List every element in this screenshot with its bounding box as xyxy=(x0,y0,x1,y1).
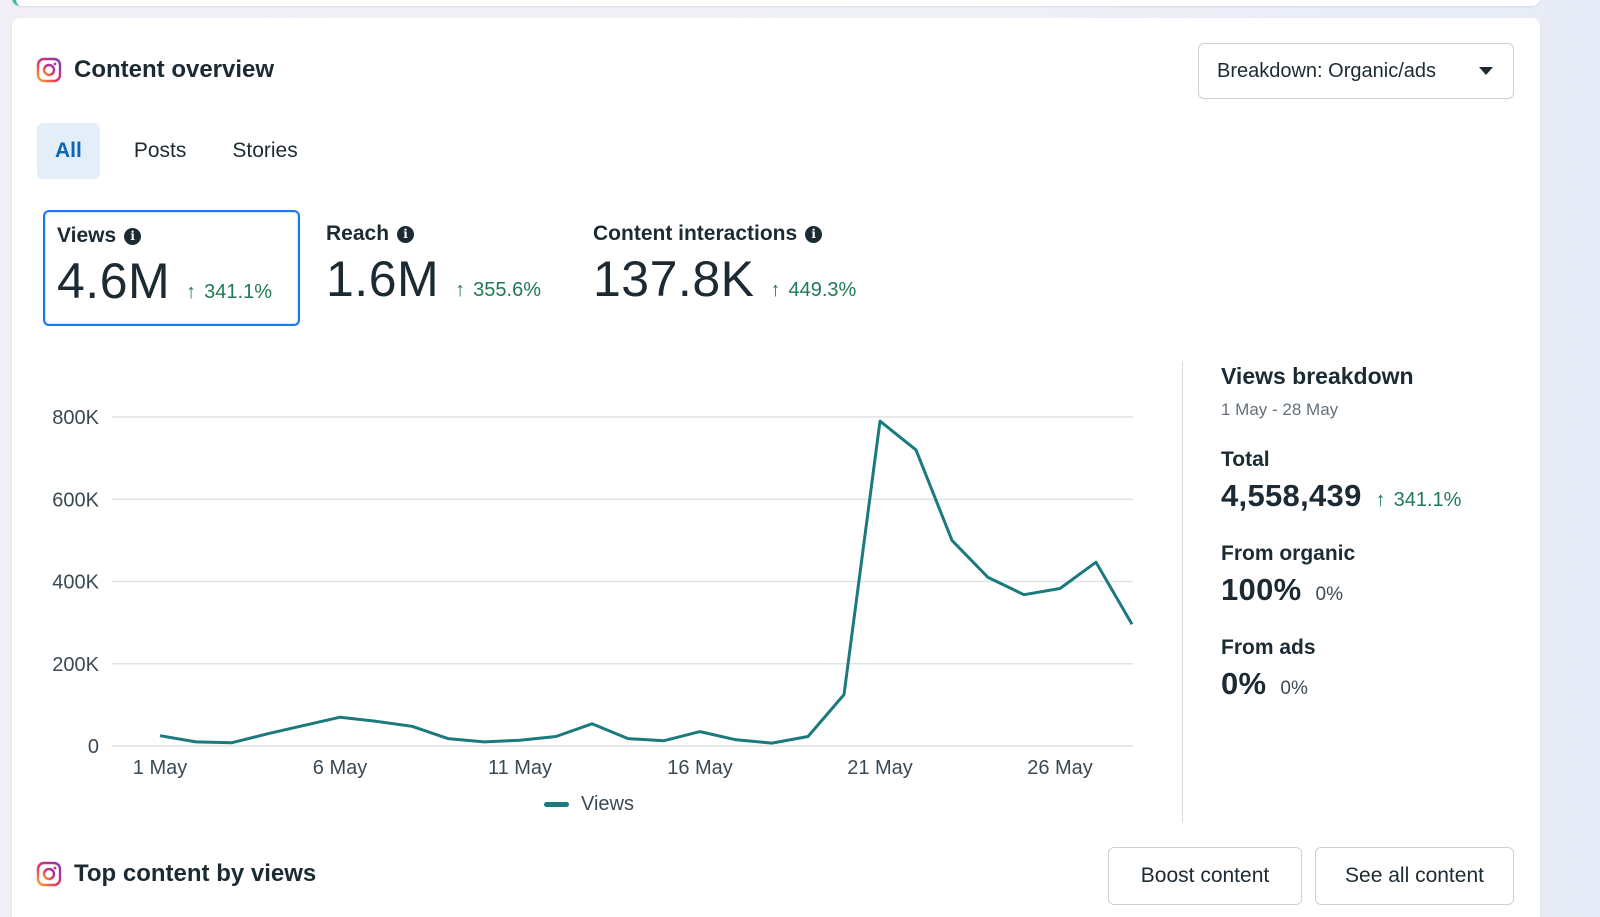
metric-interactions-value: 137.8K xyxy=(593,251,755,307)
series-line-views[interactable] xyxy=(159,419,1134,745)
arrow-up-icon: ↑ xyxy=(1375,489,1386,511)
arrow-up-icon: ↑ xyxy=(455,279,466,301)
previous-card-edge xyxy=(12,0,1540,6)
metric-views-value-row: 4.6M ↑ 341.1% xyxy=(57,252,286,310)
legend-label-views: Views xyxy=(581,793,634,815)
content-overview-header: Content overview xyxy=(36,56,274,84)
y-tick-label: 600K xyxy=(52,489,99,511)
metric-views[interactable]: Views i 4.6M ↑ 341.1% xyxy=(43,210,300,326)
info-icon[interactable]: i xyxy=(805,225,823,243)
metric-reach-label: Reach xyxy=(326,222,390,245)
metric-views-change: ↑ 341.1% xyxy=(186,281,272,304)
ads-row: 0% 0% xyxy=(1221,666,1521,702)
caret-down-icon xyxy=(1479,67,1493,75)
metric-views-change-value: 341.1% xyxy=(204,281,273,303)
arrow-up-icon: ↑ xyxy=(186,281,197,303)
total-change: ↑ 341.1% xyxy=(1376,489,1462,512)
metric-views-label: Views xyxy=(57,224,117,247)
metric-reach-change-value: 355.6% xyxy=(473,279,542,301)
tab-stories[interactable]: Stories xyxy=(232,139,298,162)
breakdown-dropdown[interactable]: Breakdown: Organic/ads xyxy=(1198,43,1514,99)
y-tick-label: 800K xyxy=(52,407,99,429)
metric-interactions-value-row: 137.8K ↑ 449.3% xyxy=(593,250,889,308)
metric-views-value: 4.6M xyxy=(57,253,171,309)
instagram-icon xyxy=(36,861,62,887)
total-value: 4,558,439 xyxy=(1221,478,1362,513)
boost-content-button[interactable]: Boost content xyxy=(1108,847,1302,905)
total-change-value: 341.1% xyxy=(1393,489,1462,511)
ads-value: 0% xyxy=(1221,666,1267,701)
info-icon[interactable]: i xyxy=(124,227,142,245)
x-tick-label: 6 May xyxy=(313,757,367,779)
x-tick-label: 1 May xyxy=(133,757,187,779)
y-tick-label: 200K xyxy=(52,654,99,676)
see-all-content-button[interactable]: See all content xyxy=(1315,847,1514,905)
metric-reach[interactable]: Reach i 1.6M ↑ 355.6% xyxy=(314,210,576,326)
metric-interactions-change: ↑ 449.3% xyxy=(770,279,856,302)
views-breakdown-panel: Views breakdown 1 May - 28 May Total 4,5… xyxy=(1221,363,1521,702)
info-icon[interactable]: i xyxy=(397,225,415,243)
x-tick-label: 11 May xyxy=(488,757,552,779)
organic-row: 100% 0% xyxy=(1221,572,1521,608)
total-row: 4,558,439 ↑ 341.1% xyxy=(1221,478,1521,514)
instagram-icon xyxy=(36,57,62,83)
total-label: Total xyxy=(1221,448,1270,471)
legend-swatch-views xyxy=(544,802,569,807)
tab-all[interactable]: All xyxy=(37,123,100,179)
arrow-up-icon: ↑ xyxy=(770,279,781,301)
content-type-tabs: All Posts Stories xyxy=(37,123,316,179)
organic-change: 0% xyxy=(1315,584,1343,605)
breakdown-dropdown-label: Breakdown: Organic/ads xyxy=(1217,59,1437,82)
content-overview-title: Content overview xyxy=(74,56,275,83)
tab-posts[interactable]: Posts xyxy=(133,139,187,162)
organic-label: From organic xyxy=(1221,542,1356,565)
y-tick-label: 400K xyxy=(52,572,99,594)
views-line-chart: 0 200K 400K 600K 800K 1 May 6 May 11 May 16 May 2… xyxy=(12,358,1162,838)
top-content-header: Top content by views xyxy=(36,860,316,888)
metric-reach-change: ↑ 355.6% xyxy=(455,279,541,302)
x-tick-label: 26 May xyxy=(1027,757,1093,779)
content-overview-card: Content overview Breakdown: Organic/ads … xyxy=(12,18,1540,917)
metric-interactions-label-row: Content interactions i xyxy=(593,222,889,246)
x-tick-label: 16 May xyxy=(667,757,733,779)
metric-views-label-row: Views i xyxy=(57,224,286,248)
organic-value: 100% xyxy=(1221,572,1302,607)
chart-legend: Views xyxy=(544,793,634,816)
x-tick-label: 21 May xyxy=(847,757,913,779)
y-tick-label: 0 xyxy=(88,736,99,758)
metric-reach-label-row: Reach i xyxy=(326,222,564,246)
views-breakdown-title: Views breakdown xyxy=(1221,363,1414,389)
vertical-divider xyxy=(1182,362,1183,822)
metric-reach-value-row: 1.6M ↑ 355.6% xyxy=(326,250,564,308)
metric-interactions-change-value: 449.3% xyxy=(788,279,857,301)
top-content-title: Top content by views xyxy=(74,860,317,887)
metric-reach-value: 1.6M xyxy=(326,251,440,307)
views-breakdown-date-range: 1 May - 28 May xyxy=(1221,400,1339,419)
ads-change: 0% xyxy=(1280,678,1308,699)
chart-svg: 0 200K 400K 600K 800K 1 May 6 May 11 May 16 May 2… xyxy=(52,407,1134,779)
metric-content-interactions[interactable]: Content interactions i 137.8K ↑ 449.3% xyxy=(581,210,901,326)
ads-label: From ads xyxy=(1221,636,1316,659)
metric-interactions-label: Content interactions xyxy=(593,222,798,245)
